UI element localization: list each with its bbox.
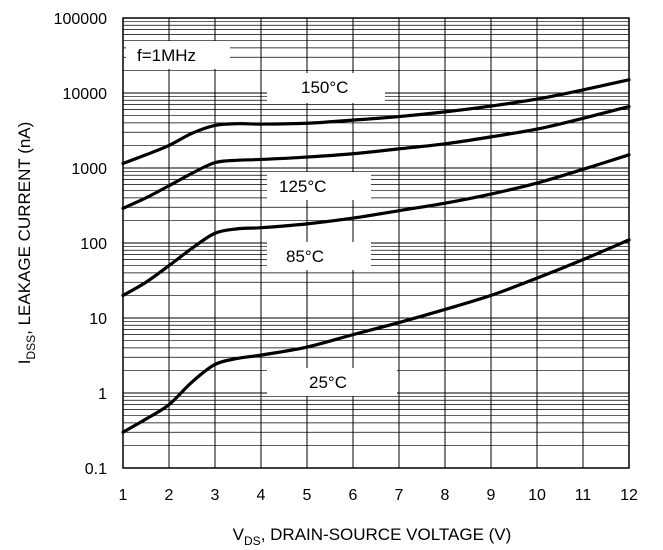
- x-axis-label-rest: , DRAIN-SOURCE VOLTAGE (V): [261, 525, 512, 544]
- series-label-125c: 125°C: [279, 177, 326, 196]
- y-tick-label: 10000: [63, 86, 108, 103]
- x-tick-label: 8: [441, 487, 450, 504]
- y-tick-label: 1000: [71, 161, 107, 178]
- series-label-85c: 85°C: [286, 247, 324, 266]
- y-tick-labels: 0.1 1 10 100 1000 10000 100000: [54, 11, 107, 478]
- plot-frame: [122, 17, 630, 469]
- x-tick-label: 3: [211, 487, 220, 504]
- x-axis-label-main: V: [233, 525, 245, 544]
- y-tick-label: 1: [98, 386, 107, 403]
- frequency-annotation: f=1MHz: [137, 46, 196, 65]
- x-tick-label: 2: [165, 487, 174, 504]
- y-tick-label: 10: [89, 311, 107, 328]
- x-tick-labels: 1 2 3 4 5 6 7 8 9 10 11 12: [119, 487, 638, 504]
- y-axis-label-sub: DSS: [24, 335, 38, 360]
- x-tick-label: 6: [349, 487, 358, 504]
- x-tick-label: 7: [395, 487, 404, 504]
- y-tick-label: 0.1: [85, 461, 107, 478]
- series-line-3: [121, 238, 631, 434]
- series-curves: [121, 78, 631, 434]
- x-tick-label: 10: [528, 487, 546, 504]
- x-axis-label-sub: DS: [244, 534, 261, 548]
- x-tick-label: 5: [303, 487, 312, 504]
- series-line-0: [121, 78, 631, 166]
- x-tick-label: 9: [487, 487, 496, 504]
- y-axis-label-rest: , LEAKAGE CURRENT (nA): [15, 122, 34, 335]
- series-label-25c: 25°C: [309, 373, 347, 392]
- series-line-1: [121, 104, 631, 210]
- x-axis-label: VDS, DRAIN-SOURCE VOLTAGE (V): [233, 525, 512, 548]
- series-line-2: [121, 153, 631, 298]
- y-tick-label: 100000: [54, 11, 107, 28]
- label-boxes: [126, 41, 397, 396]
- y-axis-label-main: I: [15, 360, 34, 365]
- x-tick-label: 4: [257, 487, 266, 504]
- x-tick-label: 12: [620, 487, 638, 504]
- series-label-150c: 150°C: [301, 78, 348, 97]
- y-axis-label: IDSS, LEAKAGE CURRENT (nA): [15, 122, 38, 365]
- x-tick-label: 1: [119, 487, 128, 504]
- y-tick-label: 100: [80, 236, 107, 253]
- x-tick-label: 11: [575, 487, 592, 504]
